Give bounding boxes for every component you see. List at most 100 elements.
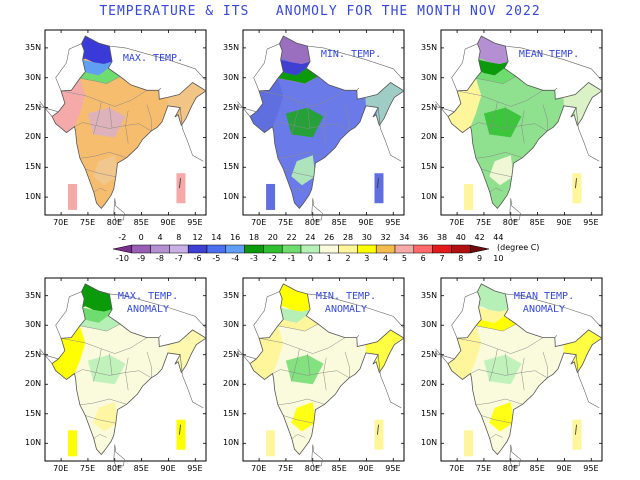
west-region-fill (448, 325, 482, 380)
andaman-islands (575, 424, 577, 435)
map-shading (448, 36, 602, 209)
north-region-fill-2 (82, 307, 113, 323)
state-border (109, 353, 113, 376)
state-border (93, 187, 107, 193)
lon-tick-label: 90E (160, 464, 176, 473)
state-border (307, 353, 311, 376)
colorbar-temp-label: 4 (157, 233, 163, 242)
coastline (39, 353, 59, 360)
state-border (146, 104, 152, 131)
state-border (272, 369, 350, 379)
central-region-fill (483, 107, 522, 138)
lon-tick-label: 90E (556, 464, 572, 473)
south-region-fill (291, 402, 316, 432)
coastline (377, 107, 402, 162)
state-border (61, 337, 148, 354)
lon-tick-label: 95E (583, 464, 599, 473)
coastline (179, 107, 204, 162)
coastline (237, 101, 251, 117)
coastline (505, 45, 603, 81)
coastline (113, 198, 125, 222)
lat-tick-label: 25N (223, 349, 240, 359)
colorbar-swatch (187, 244, 208, 254)
state-border (291, 101, 300, 135)
north-region-fill-1 (477, 36, 509, 64)
lon-tick-label: 90E (556, 218, 572, 227)
state-border (344, 351, 350, 378)
colorbar-temp-label: 18 (248, 233, 260, 242)
lon-tick-label: 85E (133, 464, 149, 473)
lat-tick-label: 25N (25, 102, 42, 112)
colorbar-swatch (131, 244, 151, 254)
coastline (356, 87, 360, 91)
state-border (283, 168, 314, 178)
state-border (74, 122, 152, 132)
map-shading (250, 36, 404, 209)
colorbar-anomaly-label: 2 (345, 254, 351, 263)
lat-tick-label: 15N (25, 408, 42, 418)
coastline (554, 335, 558, 338)
state-border (146, 351, 152, 378)
lon-tick-label: 70E (251, 464, 267, 473)
lat-tick-label: 10N (223, 192, 240, 202)
lon-tick-label: 80E (304, 218, 320, 227)
state-border (481, 415, 512, 424)
north-region-fill-2 (280, 307, 311, 323)
coastline (435, 353, 455, 360)
colorbar-temp-label: 26 (324, 233, 335, 242)
state-border (489, 187, 503, 193)
lakshadweep-inset (464, 183, 474, 210)
colorbar-swatch (375, 244, 396, 254)
coastline (158, 335, 162, 338)
map-panel-max-temp (39, 29, 207, 222)
colorbar-temp-label: 44 (493, 233, 504, 242)
lat-tick-label: 20N (223, 132, 240, 142)
north-region-fill-3 (79, 68, 121, 84)
state-border (489, 101, 498, 135)
colorbar-anomaly-label: -10 (115, 254, 129, 263)
lon-tick-label: 85E (331, 218, 347, 227)
andaman-islands (377, 424, 379, 435)
south-region-fill (291, 155, 316, 186)
lat-tick-label: 25N (25, 349, 42, 359)
coastline (158, 87, 162, 91)
andaman-islands (377, 178, 379, 189)
lon-tick-label: 75E (475, 464, 492, 473)
north-region-fill-3 (475, 68, 517, 84)
coastline (179, 354, 204, 409)
panel-label-mean-temp-anomaly: MEAN TEMP. ANOMALY (513, 291, 575, 315)
state-border (323, 357, 327, 391)
coastline (575, 107, 600, 162)
northeast-region-fill (167, 82, 206, 126)
state-border (475, 323, 517, 332)
map-panel-max-temp-anomaly (39, 277, 207, 468)
lon-tick-label: 85E (331, 464, 347, 473)
state-border (475, 152, 523, 159)
north-region-fill-3 (79, 315, 121, 332)
lat-tick-label: 30N (25, 72, 42, 82)
lakshadweep-inset (266, 430, 276, 457)
north-region-fill-1 (81, 36, 113, 64)
coastline (237, 348, 251, 364)
lat-tick-label: 30N (421, 320, 438, 330)
state-border (542, 351, 548, 378)
coastline (253, 291, 280, 339)
colorbar-temp-label: 16 (230, 233, 241, 242)
map-panel-mean-temp (435, 29, 603, 222)
map-panel-min-temp-anomaly (237, 277, 405, 468)
coastline (253, 43, 280, 92)
lat-tick-label: 20N (421, 379, 438, 389)
colorbar-anomaly-label: -6 (193, 254, 202, 263)
lat-tick-label: 30N (223, 72, 240, 82)
colorbar-anomaly-label: -4 (231, 254, 240, 263)
colorbar-temp-label: 34 (399, 233, 410, 242)
state-border (93, 348, 102, 382)
coastline (311, 198, 323, 222)
colorbar-anomaly-label: 7 (439, 254, 445, 263)
state-border (85, 415, 116, 424)
lon-tick-label: 85E (133, 218, 149, 227)
north-region-fill-3 (475, 315, 517, 332)
colorbar-temp-label: 30 (361, 233, 372, 242)
lon-tick-label: 95E (187, 218, 203, 227)
